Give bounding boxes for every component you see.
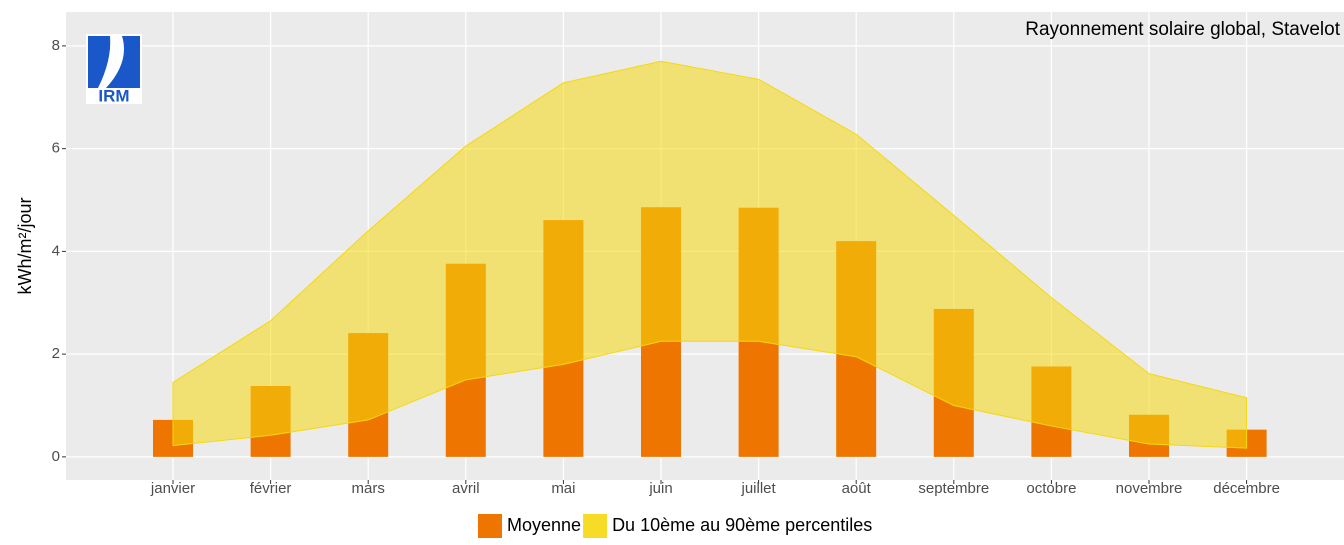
x-tick-label: octobre <box>1026 480 1076 497</box>
y-tick-label: 6 <box>52 140 60 157</box>
logo: IRM <box>86 34 142 105</box>
legend-swatch <box>583 514 608 538</box>
x-tick-label: mars <box>352 480 385 497</box>
x-tick-label: septembre <box>918 480 989 497</box>
plot-layer <box>66 12 1344 480</box>
percentile-band <box>172 60 1248 449</box>
logo-shape <box>88 36 111 88</box>
x-tick-label: juillet <box>741 480 777 497</box>
legend-label: Du 10ème au 90ème percentiles <box>612 515 872 535</box>
y-tick-label: 0 <box>52 448 60 465</box>
logo-text: IRM <box>98 86 129 105</box>
x-tick-label: avril <box>452 480 480 497</box>
x-tick-label: mai <box>551 480 575 497</box>
logo-shape <box>106 36 140 88</box>
x-tick-label: février <box>250 480 292 497</box>
legend-swatch <box>478 514 502 538</box>
x-tick-label: janvier <box>150 480 195 497</box>
x-tick-label: novembre <box>1116 480 1183 497</box>
y-axis-label: kWh/m²/jour <box>15 197 35 294</box>
y-tick-label: 2 <box>52 345 60 362</box>
y-tick-label: 8 <box>52 37 60 54</box>
y-tick-label: 4 <box>52 242 60 259</box>
legend-label: Moyenne <box>507 515 581 535</box>
x-tick-label: décembre <box>1213 480 1280 497</box>
chart-title: Rayonnement solaire global, Stavelot <box>1025 19 1340 40</box>
x-tick-label: juin <box>648 480 672 497</box>
x-tick-label: août <box>842 480 872 497</box>
